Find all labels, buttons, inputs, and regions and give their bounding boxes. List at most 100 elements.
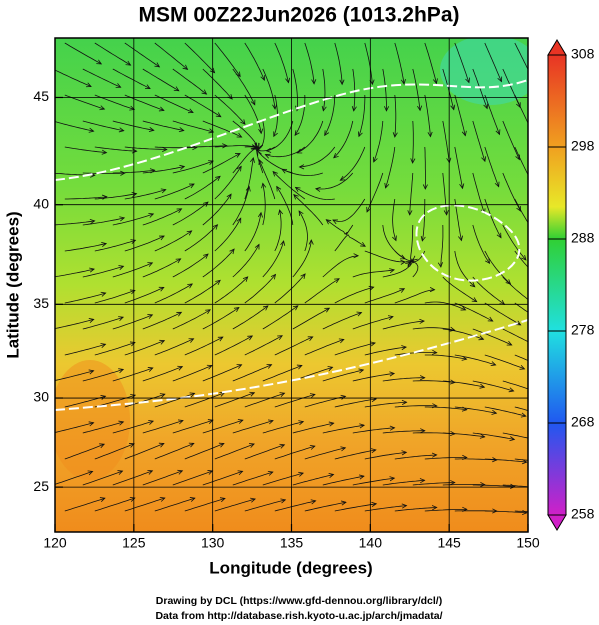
streamline-arrow [540, 486, 545, 490]
streamline-arrow [535, 344, 540, 348]
streamline-arrow [530, 76, 534, 81]
streamline [262, 365, 303, 382]
streamline [112, 367, 153, 382]
streamline-arrow [370, 341, 376, 347]
streamline-arrow [389, 371, 396, 377]
streamline [255, 147, 264, 174]
streamline-arrow [262, 305, 269, 311]
streamline [232, 68, 256, 105]
streamline-arrow [465, 77, 471, 84]
streamline [112, 470, 153, 486]
streamline [292, 239, 312, 278]
streamline-arrow [357, 131, 363, 138]
streamline [394, 507, 437, 512]
streamline-arrow [219, 497, 226, 503]
streamline [64, 343, 106, 356]
streamline [424, 301, 466, 311]
streamline [262, 240, 284, 278]
streamline-arrow [530, 300, 535, 304]
streamline [514, 198, 528, 224]
streamline [382, 479, 425, 486]
streamline-arrow [249, 443, 255, 448]
streamline [304, 42, 315, 84]
streamline [266, 120, 294, 152]
streamline [424, 457, 467, 460]
y-axis-title: Latitude (degrees) [3, 211, 22, 358]
streamline [82, 369, 124, 382]
streamline [202, 248, 235, 278]
streamline-arrow [175, 258, 182, 264]
streamline-arrow [192, 145, 198, 151]
streamline [394, 94, 397, 137]
streamline-arrow [370, 448, 377, 454]
warm-region [55, 360, 130, 480]
streamline [304, 447, 346, 460]
isobar [55, 319, 528, 411]
streamline [55, 268, 95, 278]
streamline-arrow [351, 105, 357, 112]
streamline-arrow [272, 170, 278, 177]
streamline [382, 320, 425, 330]
streamline-arrow [469, 282, 476, 288]
streamline [64, 42, 102, 65]
streamline-arrow [360, 241, 366, 247]
streamline [472, 432, 515, 440]
streamline-arrow [177, 469, 184, 475]
streamline-arrow [296, 148, 303, 154]
streamline [82, 217, 125, 226]
streamline-arrow [235, 153, 241, 158]
streamline-arrow [384, 106, 390, 112]
streamline [424, 146, 426, 189]
streamline [232, 244, 260, 278]
streamline-arrow [327, 366, 334, 371]
streamline-arrow [261, 182, 267, 189]
streamline [142, 208, 182, 226]
streamline-arrow [401, 450, 408, 456]
streamline-arrow [516, 205, 522, 212]
streamline [82, 421, 124, 434]
streamline [172, 120, 214, 133]
y-tick-label: 30 [33, 389, 49, 405]
streamline-arrow [392, 132, 398, 138]
streamline-arrow [208, 160, 214, 165]
streamline-arrow [419, 478, 426, 484]
streamline [202, 68, 233, 100]
streamline [124, 393, 165, 408]
streamline [154, 393, 195, 408]
streamline-arrow [129, 497, 136, 502]
streamline-arrow [96, 59, 103, 65]
streamline [244, 274, 276, 304]
streamline [333, 120, 354, 159]
streamline-arrow [189, 392, 196, 398]
streamline-arrow [177, 419, 184, 425]
streamline-arrow [250, 99, 256, 106]
streamline [442, 380, 485, 388]
streamline-arrow [187, 108, 194, 114]
streamline [484, 302, 521, 326]
streamline-arrow [311, 79, 317, 85]
streamline-arrow [226, 193, 232, 200]
streamline-arrow [538, 390, 543, 394]
streamline-arrow [215, 279, 221, 286]
streamline [202, 153, 241, 174]
streamline [172, 365, 213, 382]
streamline-arrow [481, 156, 487, 163]
streamline [322, 424, 365, 434]
streamline [352, 427, 395, 434]
streamline [214, 276, 248, 304]
streamline-arrow [242, 276, 249, 282]
streamline [124, 42, 160, 68]
streamline [142, 311, 182, 330]
streamline [442, 276, 477, 303]
streamline-arrow [494, 181, 500, 188]
streamline [94, 342, 136, 356]
streamline [82, 316, 124, 330]
streamline [484, 510, 527, 514]
streamline [514, 458, 528, 461]
streamline-arrow [392, 235, 397, 242]
streamline-arrow [280, 240, 286, 246]
streamline [297, 120, 324, 154]
streamline-arrow [212, 224, 219, 230]
streamline [172, 68, 207, 95]
streamline-arrow [431, 349, 438, 355]
